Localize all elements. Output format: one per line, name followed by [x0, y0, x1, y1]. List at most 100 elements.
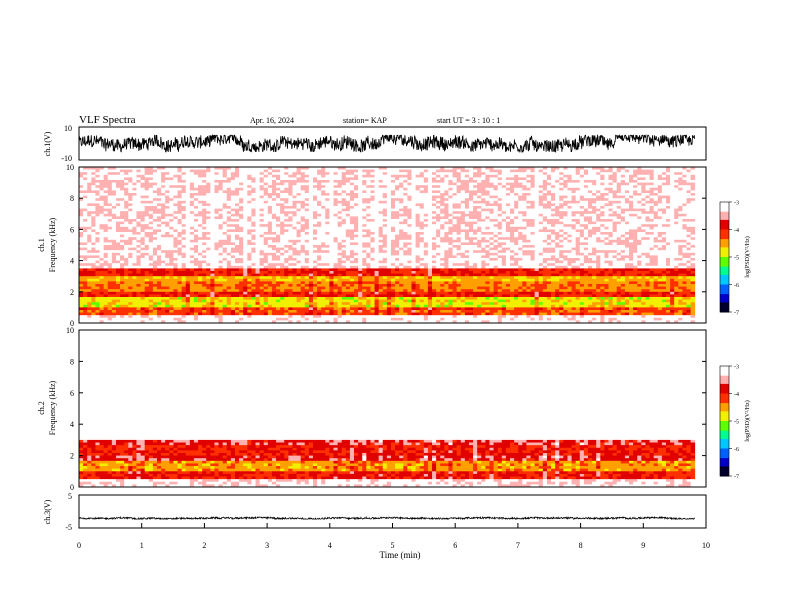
- spectrogram-cell: [362, 203, 367, 206]
- spectrogram-cell: [297, 227, 302, 230]
- spectrogram-cell: [305, 177, 310, 180]
- spectrogram-cell: [79, 201, 84, 204]
- spectrogram-cell: [210, 180, 215, 183]
- spectrogram-cell: [95, 203, 100, 206]
- spectrogram-cell: [465, 201, 470, 204]
- spectrogram-cell: [95, 232, 100, 235]
- ch1-ytick-bottom: -10: [61, 154, 72, 163]
- spectrogram-cell: [169, 170, 174, 173]
- spectrogram-cell: [600, 183, 605, 186]
- spectrogram-cell: [399, 177, 404, 180]
- spectrogram-cell: [407, 190, 412, 193]
- spectrogram-cell: [87, 245, 92, 248]
- spectrogram-cell: [136, 253, 141, 256]
- spectrogram-cell: [453, 196, 458, 199]
- spectrogram-cell: [613, 237, 618, 240]
- spectrogram-cell: [362, 237, 367, 240]
- spectrogram-cell: [186, 177, 191, 180]
- spectrogram-cell: [625, 196, 630, 199]
- spectrogram-cell: [79, 211, 84, 214]
- spectrogram-cell: [465, 229, 470, 232]
- spectrogram-cell: [235, 211, 240, 214]
- spectrogram-cell: [428, 172, 433, 175]
- spectrogram-cell: [87, 198, 92, 201]
- spectrogram-cell: [297, 222, 302, 225]
- spectrogram-cell: [198, 201, 203, 204]
- spectrogram-cell: [531, 193, 536, 196]
- spectrogram-cell: [399, 198, 404, 201]
- spectrogram-cell: [650, 250, 655, 253]
- spectrogram-cell: [149, 201, 154, 204]
- spectrogram-cell: [411, 209, 416, 212]
- spectrogram-cell: [567, 188, 572, 191]
- spectrogram-cell: [411, 240, 416, 243]
- spectrogram-cell: [182, 227, 187, 230]
- spectrogram-cell: [91, 177, 96, 180]
- spectrogram-cell: [128, 196, 133, 199]
- spectrogram-cell: [387, 170, 392, 173]
- spectrogram-cell: [124, 183, 128, 186]
- spectrogram-cell: [235, 193, 240, 196]
- spectrogram-cell: [465, 180, 470, 183]
- spectrogram-cell: [572, 250, 577, 253]
- spectrogram-cell: [395, 183, 400, 186]
- spectrogram-cell: [654, 183, 659, 186]
- spectrogram-cell: [494, 172, 499, 175]
- spectrogram-cell: [239, 229, 244, 232]
- spectrogram-cell: [563, 209, 568, 212]
- spectrogram-cell: [510, 211, 515, 214]
- spectrogram-cell: [535, 196, 540, 199]
- spectrogram-cell: [650, 245, 655, 248]
- spectrogram-cell: [173, 227, 178, 230]
- spectrogram-cell: [416, 172, 421, 175]
- spectrogram-cell: [559, 237, 564, 240]
- spectrogram-cell: [182, 183, 187, 186]
- spectrogram-cell: [687, 183, 692, 186]
- spectrogram-cell: [641, 240, 646, 243]
- spectrogram-cell: [567, 245, 572, 248]
- spectrogram-cell: [514, 242, 519, 245]
- spectrogram-cell: [580, 216, 585, 219]
- spectrogram-cell: [395, 232, 400, 235]
- spectrogram-cell: [428, 232, 433, 235]
- spectrogram-cell: [420, 190, 425, 193]
- spectrogram-cell: [375, 245, 380, 248]
- spectrogram-cell: [313, 250, 318, 253]
- spectrogram-cell: [531, 222, 536, 225]
- spectrogram-cell: [543, 193, 548, 196]
- spectrogram-cell: [338, 224, 343, 227]
- spectrogram-cell: [592, 211, 597, 214]
- spectrogram-cell: [157, 193, 162, 196]
- spectrogram-cell: [539, 183, 544, 186]
- spectrogram-cell: [428, 190, 433, 193]
- spectrogram-cell: [395, 240, 400, 243]
- spectrogram-cell: [91, 203, 96, 206]
- spectrogram-cell: [104, 172, 109, 175]
- spectrogram-cell: [551, 237, 556, 240]
- spectrogram-cell: [637, 222, 642, 225]
- spectrogram-cell: [461, 248, 466, 251]
- spectrogram-cell: [469, 248, 474, 251]
- spectrogram-cell: [547, 250, 552, 253]
- spectrogram-cell: [481, 240, 486, 243]
- spectrogram-cell: [629, 198, 634, 201]
- spectrogram-cell: [83, 175, 88, 178]
- spectrogram-cell: [691, 177, 696, 180]
- spectrogram-cell: [165, 203, 170, 206]
- spectrogram-cell: [617, 222, 622, 225]
- spectrogram-cell: [551, 206, 556, 209]
- spectrogram-cell: [206, 175, 211, 178]
- spectrogram-cell: [563, 219, 568, 222]
- spectrogram-cell: [219, 232, 224, 235]
- spectrogram-cell: [157, 183, 162, 186]
- spectrogram-cell: [235, 214, 240, 217]
- spectrogram-cell: [284, 232, 289, 235]
- spectrogram-cell: [662, 198, 667, 201]
- spectrogram-cell: [317, 203, 322, 206]
- spectrogram-cell: [641, 216, 646, 219]
- spectrogram-cell: [576, 190, 581, 193]
- spectrogram-cell: [350, 188, 355, 191]
- spectrogram-cell: [444, 175, 449, 178]
- spectrogram-cell: [243, 211, 248, 214]
- spectrogram-cell: [157, 196, 162, 199]
